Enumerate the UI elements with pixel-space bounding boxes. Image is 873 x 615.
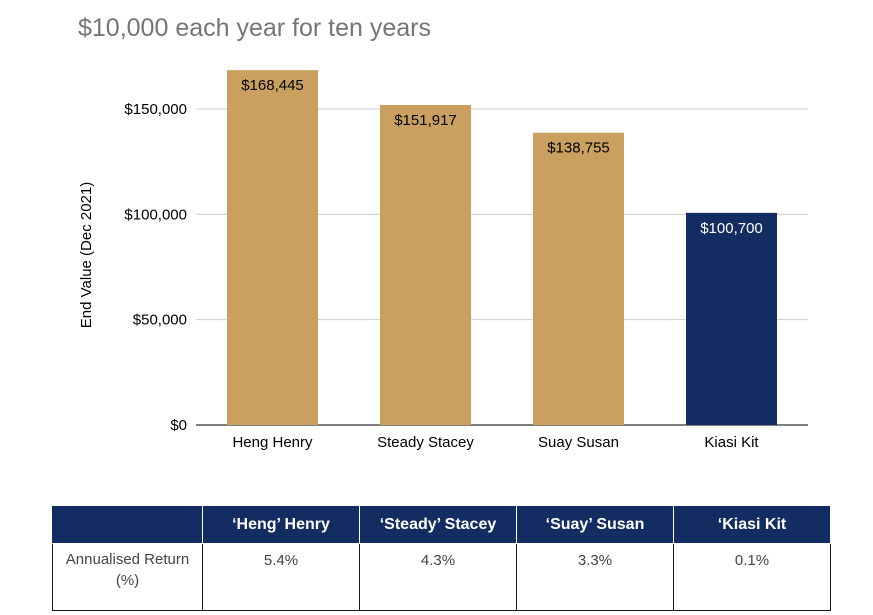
y-tick-label: $100,000 (124, 206, 187, 223)
bar-kiasi-kit (686, 212, 777, 425)
y-tick-label: $150,000 (124, 101, 187, 118)
table-header-suay-susan: ‘Suay’ Susan (516, 505, 674, 544)
bars (227, 70, 777, 426)
table-header-steady-stacey: ‘Steady’ Stacey (359, 505, 517, 544)
axis-ticks: $0 $50,000 $100,000 $150,000 Heng Henry Stead… (124, 101, 759, 451)
data-label-suay-susan: $138,755 (547, 140, 610, 157)
bar-steady-stacey (380, 104, 471, 425)
data-label-heng-henry: $168,445 (241, 77, 304, 94)
y-axis-label: End Value (Dec 2021) (78, 182, 95, 328)
return-kiasi-kit: 0.1% (673, 543, 831, 611)
bar-chart: $168,445 $151,917 $138,755 $100,700 $0 $50,0… (78, 70, 808, 451)
return-steady-stacey: 4.3% (359, 543, 517, 611)
data-labels: $168,445 $151,917 $138,755 $100,700 (241, 77, 763, 237)
x-tick-label: Heng Henry (232, 434, 313, 451)
y-tick-label: $50,000 (133, 312, 187, 329)
table-header-kiasi-kit: ‘Kiasi Kit (673, 505, 831, 544)
table-header-row: ‘Heng’ Henry ‘Steady’ Stacey ‘Suay’ Susa… (52, 505, 831, 544)
table-header-heng-henry: ‘Heng’ Henry (202, 505, 360, 544)
row-label-annualised-return: Annualised Return (%) (52, 543, 203, 611)
x-tick-label: Steady Stacey (377, 434, 474, 451)
return-suay-susan: 3.3% (516, 543, 674, 611)
table-header-blank (52, 505, 203, 544)
y-tick-label: $0 (170, 417, 187, 434)
return-heng-henry: 5.4% (202, 543, 360, 611)
x-tick-label: Suay Susan (538, 434, 619, 451)
table-row: Annualised Return (%) 5.4% 4.3% 3.3% 0.1… (52, 543, 831, 611)
returns-table: ‘Heng’ Henry ‘Steady’ Stacey ‘Suay’ Susa… (52, 505, 831, 611)
data-label-kiasi-kit: $100,700 (700, 220, 763, 237)
bar-heng-henry (227, 70, 318, 426)
data-label-steady-stacey: $151,917 (394, 112, 457, 129)
x-tick-label: Kiasi Kit (704, 434, 759, 451)
chart-title: $10,000 each year for ten years (78, 14, 432, 42)
bar-suay-susan (533, 132, 624, 426)
